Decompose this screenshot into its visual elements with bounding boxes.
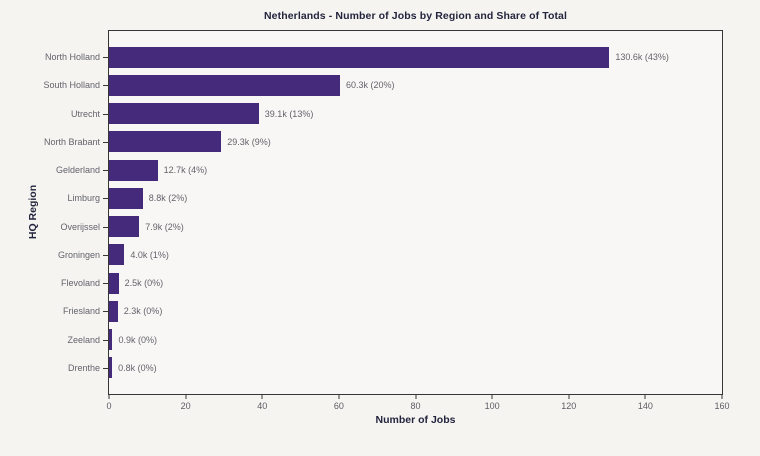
bar-value-label: 4.0k (1%) — [130, 249, 169, 260]
y-tick-label: Overijssel — [60, 221, 100, 232]
x-axis-tick — [491, 395, 493, 399]
bar — [109, 216, 140, 238]
x-axis-tick — [721, 395, 723, 399]
bar — [109, 103, 259, 125]
bar — [109, 187, 143, 209]
bar-value-label: 2.5k (0%) — [124, 278, 164, 289]
bar — [109, 131, 222, 153]
y-axis-tick — [103, 226, 108, 228]
bar — [109, 46, 610, 68]
chart-title: Netherlands - Number of Jobs by Region a… — [263, 10, 568, 22]
y-tick-label: Flevoland — [60, 278, 100, 289]
bar-value-label: 8.8k (2%) — [148, 193, 188, 204]
x-tick-label: 140 — [637, 401, 653, 411]
y-tick-label: Drenthe — [67, 362, 100, 373]
bar-row: Groningen 4.0k (1%) — [58, 241, 722, 269]
bar — [109, 159, 158, 181]
x-axis-tick — [108, 395, 110, 399]
x-axis-tick — [415, 395, 416, 399]
y-axis-title: HQ Region — [27, 184, 39, 240]
bar-value-label: 0.8k (0%) — [118, 362, 157, 373]
y-axis-tick — [103, 170, 108, 172]
bar-row: South Holland 60.3k (20%) — [43, 71, 722, 99]
y-tick-label: Utrecht — [70, 108, 100, 119]
bar-row: Drenthe 0.8k (0%) — [68, 354, 722, 382]
y-tick-label: Limburg — [67, 193, 100, 204]
y-axis-tick — [103, 254, 108, 256]
bar-row: Zeeland 0.9k (0%) — [67, 326, 722, 354]
bar-row: Friesland 2.3k (0%) — [63, 297, 722, 325]
bar-row: Overijssel 7.9k (2%) — [60, 213, 722, 241]
bar-value-label: 29.3k (9%) — [227, 136, 271, 147]
bars-container: North Holland 130.6k (43%) South Holland 60… — [43, 31, 722, 394]
y-tick-label: North Holland — [44, 52, 100, 63]
plot-area: North Holland 130.6k (43%) South Holland 60… — [43, 30, 730, 411]
x-axis-tick — [644, 395, 646, 399]
bar-value-label: 60.3k (20%) — [346, 80, 395, 91]
bar-value-label: 7.9k (2%) — [145, 221, 184, 232]
x-axis-tick — [338, 395, 340, 399]
y-tick-label: Zeeland — [67, 334, 100, 345]
x-tick-label: 20 — [180, 401, 191, 411]
bar-value-label: 130.6k (43%) — [615, 52, 669, 63]
bar — [109, 272, 119, 294]
y-axis-tick — [103, 57, 108, 59]
y-tick-label: South Holland — [43, 80, 100, 91]
bar-value-label: 0.9k (0%) — [118, 334, 157, 345]
y-axis-tick — [103, 198, 108, 200]
y-axis-tick — [103, 339, 108, 341]
y-axis-tick — [103, 141, 108, 143]
bar-row: North Holland 130.6k (43%) — [45, 43, 722, 71]
bar-row: Utrecht 39.1k (13%) — [71, 100, 722, 128]
y-tick-label: Gelderland — [55, 165, 100, 176]
y-tick-label: North Brabant — [43, 136, 100, 147]
y-axis-tick — [103, 283, 108, 285]
y-axis-tick — [103, 367, 108, 369]
bar — [109, 329, 113, 351]
y-axis-tick — [103, 85, 108, 87]
bar — [109, 74, 341, 96]
y-axis-tick — [103, 311, 108, 313]
x-axis-tick — [568, 395, 570, 399]
bar — [109, 244, 125, 266]
bar — [109, 300, 118, 322]
x-tick-label: 40 — [257, 401, 268, 411]
bar-value-label: 39.1k (13%) — [264, 108, 314, 119]
bar-value-label: 12.7k (4%) — [163, 165, 208, 176]
x-tick-label: 60 — [333, 401, 344, 411]
bar-row: Flevoland 2.5k (0%) — [61, 269, 722, 297]
bar-row: Gelderland 12.7k (4%) — [56, 156, 722, 184]
bar-row: Limburg 8.8k (2%) — [67, 184, 722, 212]
x-tick-label: 0 — [106, 401, 112, 411]
y-tick-label: Groningen — [57, 249, 100, 260]
x-axis-tick — [185, 395, 187, 399]
x-tick-label: 160 — [714, 401, 730, 411]
y-axis-tick — [103, 113, 108, 115]
x-tick-label: 100 — [484, 401, 500, 411]
x-tick-label: 120 — [561, 401, 577, 411]
bar-value-label: 2.3k (0%) — [123, 306, 163, 317]
bar-row: North Brabant 29.3k (9%) — [44, 128, 722, 156]
x-tick-label: 80 — [410, 401, 421, 411]
y-tick-label: Friesland — [62, 306, 100, 317]
bar — [109, 357, 113, 379]
x-axis-title: Number of Jobs — [375, 414, 456, 426]
x-axis-tick — [261, 395, 263, 399]
